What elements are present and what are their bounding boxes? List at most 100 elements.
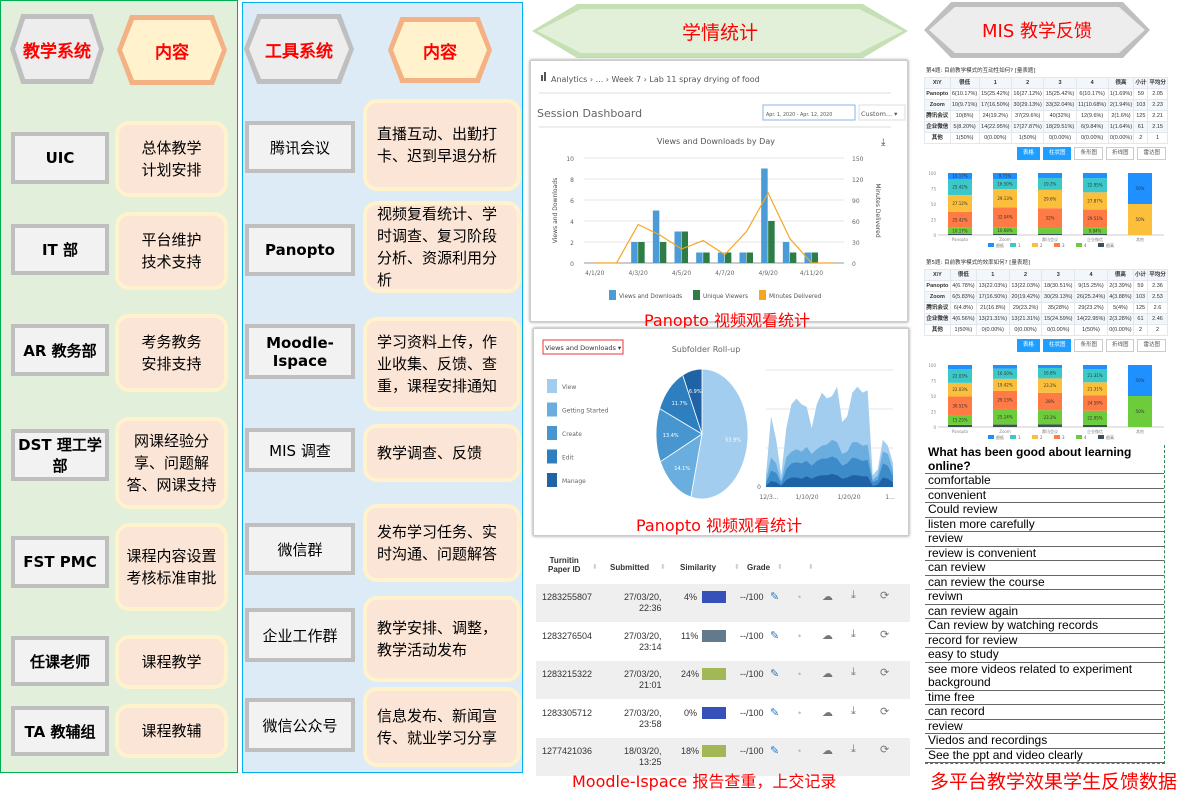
similarity-swatch[interactable] <box>702 591 726 603</box>
cloud-upload-icon[interactable]: ☁ <box>822 591 833 603</box>
cloud-upload-icon[interactable]: ☁ <box>822 745 833 757</box>
refresh-icon[interactable]: ⟳ <box>880 590 890 602</box>
pencil-icon[interactable]: ✎ <box>770 591 780 603</box>
survey-cell: 5(4%) <box>1106 302 1135 314</box>
segment-label: 19.2% <box>1044 181 1057 186</box>
chart-type-button-3[interactable]: 折线图 <box>1105 147 1135 160</box>
bar-segment <box>1083 233 1107 235</box>
survey-cell: 0(0.00%) <box>1075 132 1109 144</box>
feedback-question: What has been good about learning online… <box>925 445 1164 474</box>
column-header-2[interactable]: Similarity <box>680 563 717 572</box>
similarity-swatch[interactable] <box>702 745 726 757</box>
cloud-upload-icon[interactable]: ☁ <box>822 668 833 680</box>
survey-table-row: X\Y 很低 1 2 3 4 很高 小计 平均分 <box>924 77 1168 89</box>
pie-legend-label: Manage <box>562 478 586 485</box>
survey-cell: 16(27.12%) <box>1010 88 1045 100</box>
sort-icon[interactable]: ⬍ <box>734 563 740 571</box>
dot-icon: • <box>798 669 802 679</box>
refresh-icon[interactable]: ⟳ <box>880 628 890 641</box>
survey-cell: Zoom <box>924 99 951 111</box>
refresh-icon[interactable]: ⟳ <box>880 667 890 679</box>
pie-slice-label: 53.9% <box>725 437 741 443</box>
pencil-icon[interactable]: ✎ <box>770 629 780 642</box>
tool-system-5: 企业工作群 <box>245 608 355 662</box>
sort-icon[interactable]: ⬍ <box>808 563 814 571</box>
grade: --/100 <box>740 707 764 718</box>
survey-cell: 其他 <box>924 324 951 336</box>
bar-views <box>652 210 660 263</box>
range-select[interactable] <box>858 104 906 121</box>
pie-legend-swatch <box>547 379 557 393</box>
survey-cell: 1(50%) <box>1010 132 1045 144</box>
bar-segment <box>1083 424 1107 427</box>
chart-type-button-2[interactable]: 条形图 <box>1074 339 1103 352</box>
similarity-swatch[interactable] <box>702 629 726 642</box>
pencil-icon[interactable]: ✎ <box>770 706 780 719</box>
pencil-icon[interactable]: ✎ <box>770 745 780 757</box>
cloud-upload-icon[interactable]: ☁ <box>822 706 833 719</box>
segment-label: 23.2% <box>1044 383 1057 388</box>
bar-views <box>782 242 790 263</box>
chart-type-button-4[interactable]: 雷达图 <box>1137 147 1166 160</box>
cloud-upload-icon[interactable]: ☁ <box>822 629 833 642</box>
category-label: Panopto <box>952 429 969 434</box>
teaching-content-4: 课程内容设置考核标准审批 <box>115 523 228 611</box>
survey-cell: 很低 <box>949 77 980 89</box>
column-header-3[interactable]: Grade <box>747 563 771 572</box>
download-icon[interactable]: ⤓ <box>881 137 886 148</box>
download-icon[interactable]: ⤓ <box>851 666 856 678</box>
bar-segment <box>948 396 972 416</box>
survey-table: X\Y 很低 1 2 3 4 很高 小计 平均分 Panopto 6(10.17%) 15(25.42… <box>924 77 1168 144</box>
segment-label: 29.51% <box>1087 216 1102 221</box>
survey-cell: 4(6.56%) <box>949 313 977 325</box>
feedback-answer: see more videos related to experiment ba… <box>925 662 1164 691</box>
legend-swatch <box>1054 435 1060 439</box>
chart-type-button-3[interactable]: 折线图 <box>1105 339 1135 352</box>
download-icon[interactable]: ⤓ <box>851 704 856 717</box>
column-header-1[interactable]: Submitted <box>610 563 650 572</box>
pie-slice-label: 6.9% <box>689 389 702 395</box>
segment-label: 27.12% <box>952 201 967 206</box>
chart-type-button-1[interactable]: 柱状图 <box>1042 339 1072 352</box>
similarity-swatch[interactable] <box>702 706 726 719</box>
area-x-tick: 1/10/20 <box>795 494 818 501</box>
survey-cell: 2.21 <box>1147 110 1168 122</box>
date-range-input[interactable] <box>762 104 856 121</box>
y-tick: 100 <box>928 171 936 176</box>
teaching-system-header-text: 教学系统 <box>15 19 99 79</box>
chart-type-button-0[interactable]: 表格 <box>1016 147 1040 160</box>
sort-icon[interactable]: ⬍ <box>660 563 666 571</box>
survey-table: X\Y 很低 1 2 3 4 很高 小计 平均分 Panopto 4(6.78%) 13(22.03%… <box>924 269 1169 336</box>
y-tick: 25 <box>931 218 937 223</box>
download-icon[interactable]: ⤓ <box>851 743 856 755</box>
segment-label: 23.2% <box>1044 415 1057 420</box>
column-header-0[interactable]: Turnitin Paper ID <box>548 556 581 574</box>
legend-swatch <box>1098 435 1104 439</box>
rollup-select[interactable] <box>542 339 624 355</box>
download-icon[interactable]: ⤓ <box>851 627 856 640</box>
survey-cell: 1 <box>1147 132 1168 144</box>
bar-segment <box>1038 228 1062 235</box>
feedback-answer: review is convenient <box>925 546 1164 561</box>
chart-type-button-4[interactable]: 雷达图 <box>1137 339 1166 352</box>
segment-label: 10.17% <box>952 228 967 233</box>
submitted-date: 27/03/20, <box>624 630 662 641</box>
pie-legend-label: Create <box>562 431 582 438</box>
sort-icon[interactable]: ⬍ <box>592 563 598 571</box>
legend-swatch <box>1032 435 1038 439</box>
pencil-icon[interactable]: ✎ <box>770 668 780 680</box>
chart-type-button-1[interactable]: 柱状图 <box>1042 147 1072 160</box>
legend-label: 很高 <box>1106 434 1114 440</box>
bar-unique-viewers <box>768 221 775 263</box>
download-icon[interactable]: ⤓ <box>851 589 856 601</box>
chart-type-button-0[interactable]: 表格 <box>1016 339 1040 352</box>
survey-cell: 平均分 <box>1147 77 1168 89</box>
similarity-swatch[interactable] <box>702 668 726 680</box>
sort-icon[interactable]: ⬍ <box>777 563 783 571</box>
chart-type-button-2[interactable]: 条形图 <box>1074 147 1103 160</box>
similarity-percent: 18% <box>681 746 700 756</box>
refresh-icon[interactable]: ⟳ <box>880 705 890 718</box>
refresh-icon[interactable]: ⟳ <box>880 744 890 756</box>
segment-label: 22.03% <box>952 387 967 392</box>
dashboard-title: Session Dashboard <box>537 107 642 120</box>
